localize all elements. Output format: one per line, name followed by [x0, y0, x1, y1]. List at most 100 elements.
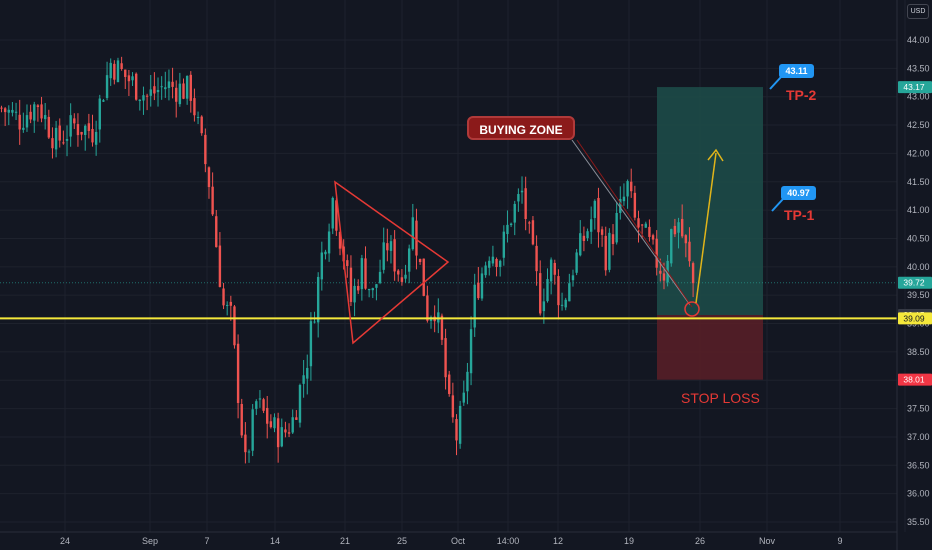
candle-body: [367, 288, 371, 291]
candle-body: [513, 203, 516, 223]
candle-body: [109, 62, 112, 79]
candle-body: [637, 218, 640, 228]
candle-body: [349, 267, 353, 302]
candle-body: [0, 107, 3, 109]
candle-body: [102, 100, 105, 102]
candle-body: [36, 105, 40, 108]
candle-body: [258, 398, 262, 400]
y-tick-label: 39.50: [907, 290, 930, 300]
currency-label[interactable]: USD: [907, 4, 929, 19]
candle-body: [156, 89, 160, 93]
candle-body: [309, 321, 313, 367]
candle-body: [444, 338, 447, 378]
x-tick-label: 9: [837, 536, 842, 546]
candle-body: [244, 434, 247, 453]
y-tick-label: 42.50: [907, 120, 930, 130]
candle-body: [673, 225, 677, 235]
y-tick-label: 37.00: [907, 432, 930, 442]
candle-body: [662, 273, 666, 281]
candle-body: [120, 63, 123, 70]
candle-body: [469, 329, 473, 374]
candle-body: [215, 216, 218, 248]
y-tick-label: 41.50: [907, 177, 930, 187]
candle-body: [200, 116, 203, 134]
candle-body: [626, 181, 629, 197]
candle-body: [630, 181, 633, 192]
candle-body: [371, 288, 374, 291]
candle-body: [185, 75, 189, 99]
candle-body: [276, 418, 280, 448]
y-tick-label: 44.00: [907, 35, 930, 45]
candle-body: [553, 262, 556, 275]
candle-body: [393, 239, 396, 272]
y-tick-label: 43.00: [907, 92, 930, 102]
candle-body: [233, 306, 236, 346]
candle-body: [378, 271, 382, 283]
candle-body: [142, 95, 145, 101]
x-tick-label: 19: [624, 536, 634, 546]
price-marker: [898, 81, 932, 94]
candle-body: [76, 124, 80, 136]
candle-body: [124, 69, 127, 77]
candle-body: [520, 190, 524, 193]
candle-body: [251, 409, 254, 451]
candle-body: [498, 260, 502, 267]
candle-body: [127, 75, 131, 82]
candle-body: [236, 343, 240, 403]
candle-body: [466, 371, 469, 392]
buying-zone-label: BUYING ZONE: [467, 116, 575, 140]
candle-body: [382, 242, 385, 270]
candle-body: [633, 192, 637, 218]
candle-body: [670, 229, 673, 264]
candle-body: [364, 258, 367, 289]
price-marker-label: 38.01: [903, 375, 925, 385]
candle-body: [7, 109, 10, 113]
y-tick-label: 40.00: [907, 262, 930, 272]
candle-body: [491, 256, 495, 264]
candle-body: [196, 117, 200, 119]
candle-body: [47, 116, 51, 138]
candle-body: [295, 417, 298, 420]
candle-body: [549, 259, 553, 282]
candle-body: [659, 270, 662, 274]
candle-body: [480, 273, 484, 299]
candle-body: [400, 277, 404, 282]
y-tick-label: 43.50: [907, 63, 930, 73]
candle-body: [622, 196, 626, 202]
stop-loss-label: STOP LOSS: [681, 390, 760, 406]
candle-body: [440, 315, 444, 340]
candle-body: [145, 95, 149, 97]
projection-arrow-head: [707, 148, 724, 162]
candle-body: [43, 115, 47, 120]
candle-body: [644, 223, 647, 228]
candle-body: [298, 385, 302, 423]
candle-body: [189, 74, 192, 101]
x-tick-label: 14:00: [497, 536, 520, 546]
candle-body: [575, 252, 578, 273]
candle-body: [422, 258, 425, 296]
candle-body: [316, 276, 320, 323]
candle-body: [229, 301, 233, 306]
y-tick-label: 36.00: [907, 489, 930, 499]
candle-body: [266, 407, 269, 424]
candle-body: [247, 451, 251, 453]
candle-body: [528, 222, 531, 224]
candle-body: [677, 222, 680, 233]
x-tick-label: 12: [553, 536, 563, 546]
candle-body: [619, 198, 622, 213]
candle-body: [324, 251, 327, 255]
buying-zone-pointer-shadow: [576, 139, 693, 308]
entry-circle: [684, 301, 700, 317]
candle-body: [477, 282, 480, 299]
projection-arrow: [695, 152, 717, 304]
y-tick-label: 40.50: [907, 233, 930, 243]
y-tick-label: 35.50: [907, 517, 930, 527]
candle-body: [287, 432, 291, 434]
candle-body: [84, 125, 87, 136]
candle-body: [582, 235, 586, 241]
x-tick-label: Nov: [759, 536, 776, 546]
candle-body: [455, 419, 458, 441]
candle-body: [131, 76, 134, 81]
